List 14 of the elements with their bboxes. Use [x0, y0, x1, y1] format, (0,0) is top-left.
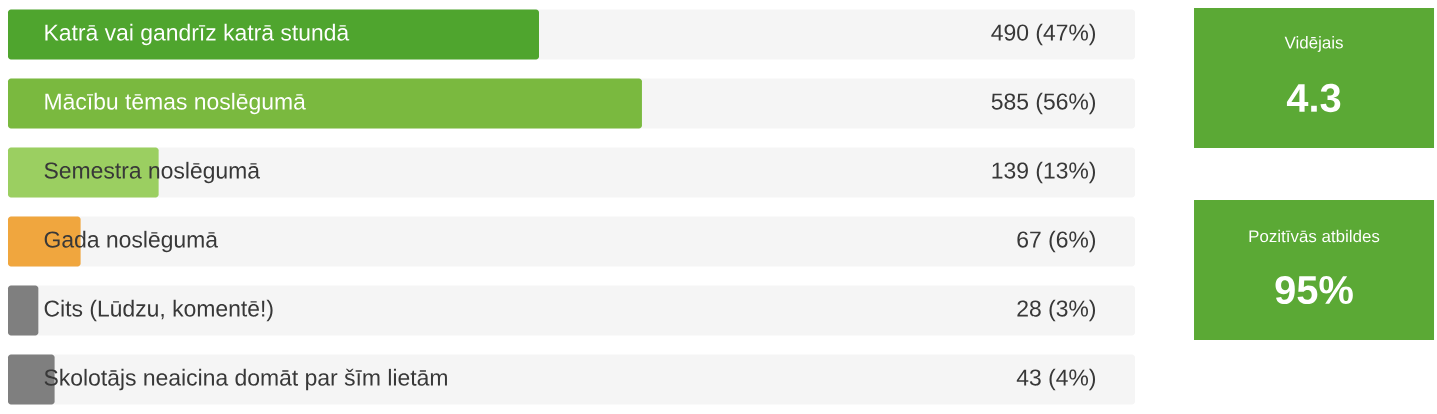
- data-label: 490 (47%): [991, 23, 1096, 46]
- y-tick-label: Mācību tēmas noslēgumā: [45, 92, 306, 115]
- text: Pozitīvās atbildes: [1249, 229, 1380, 243]
- text: Vidējais: [1284, 36, 1343, 52]
- data-label: 139 (13%): [992, 161, 1096, 184]
- text: 95%: [1275, 275, 1353, 305]
- bar: [8, 285, 39, 336]
- data-label: 585 (56%): [991, 92, 1096, 115]
- y-tick-label: Katrā vai gandrīz katrā stundā: [45, 23, 350, 46]
- data-label: 43 (4%): [1016, 368, 1096, 391]
- y-tick-label: Cits (Lūdzu, komentē!): [44, 299, 273, 322]
- text: 4.3: [1286, 83, 1341, 113]
- data-label: 67 (6%): [1017, 230, 1096, 253]
- data-label: 28 (3%): [1017, 299, 1096, 322]
